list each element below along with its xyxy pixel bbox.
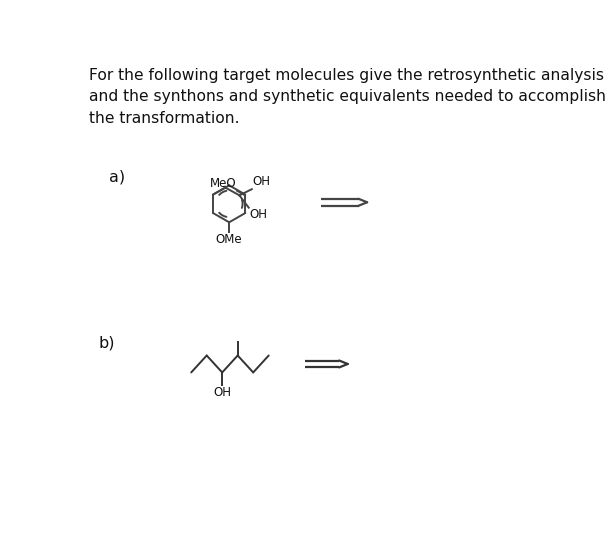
- Text: For the following target molecules give the retrosynthetic analysis
and the synt: For the following target molecules give …: [89, 68, 606, 126]
- Text: b): b): [98, 336, 114, 351]
- Text: OH: OH: [250, 208, 267, 221]
- Text: OH: OH: [253, 176, 271, 188]
- Text: OMe: OMe: [216, 233, 242, 246]
- Text: MeO: MeO: [210, 177, 236, 190]
- Text: a): a): [109, 170, 125, 185]
- Text: OH: OH: [213, 386, 231, 400]
